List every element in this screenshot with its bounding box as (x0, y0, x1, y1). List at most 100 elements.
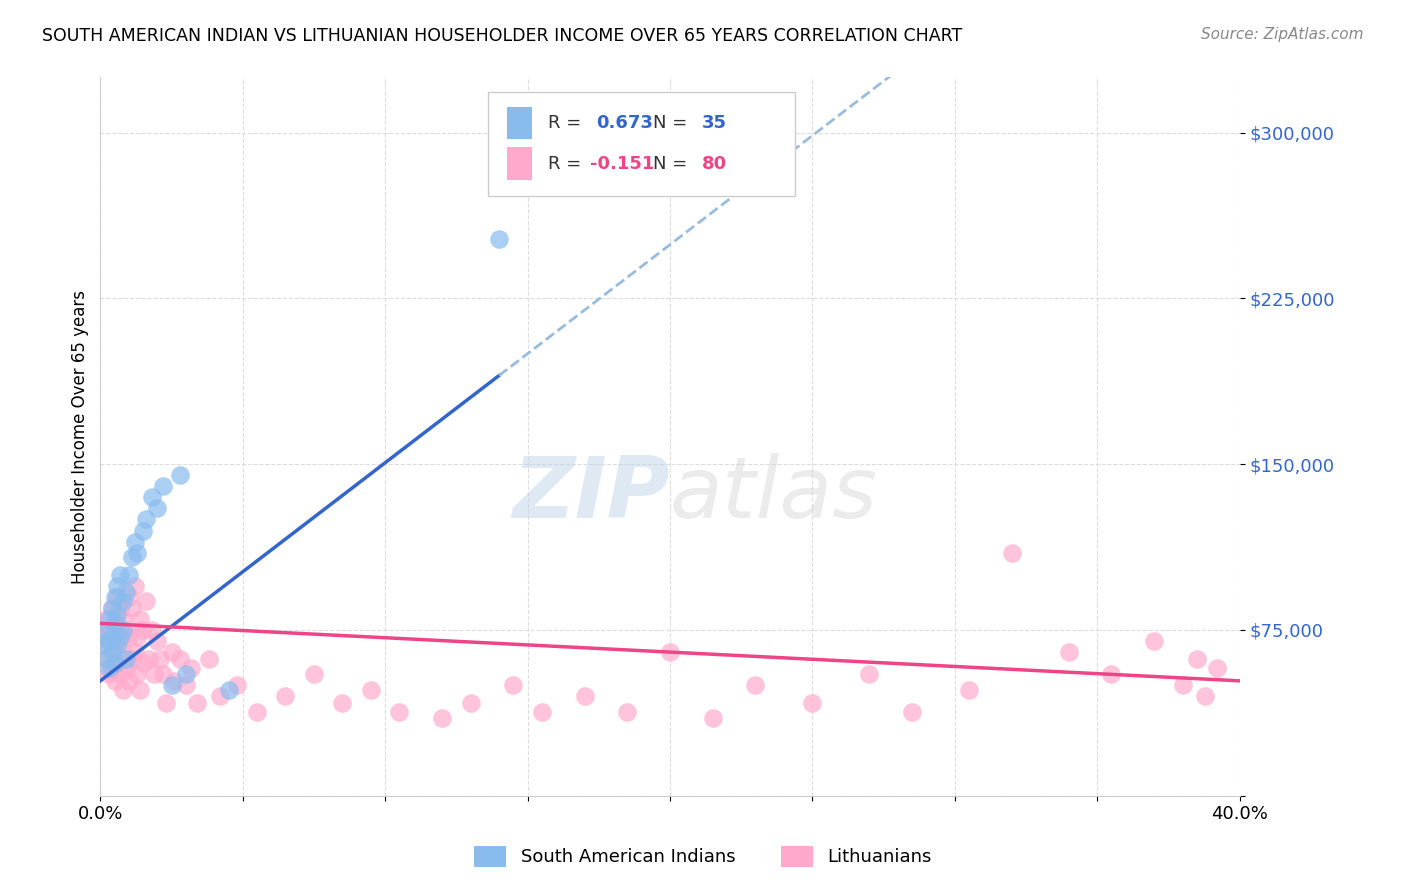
Point (1171, 678, 1194, 692)
Point (104, 616, 127, 631)
Point (118, 567, 141, 582)
Point (97, 634, 120, 648)
Point (218, 682, 240, 697)
Legend: South American Indians, Lithuanians: South American Indians, Lithuanians (467, 838, 939, 874)
Point (100, 634, 122, 648)
Point (858, 667, 880, 681)
Point (160, 678, 183, 692)
Point (104, 673, 127, 688)
Point (110, 567, 132, 582)
Point (138, 651, 160, 665)
Point (107, 639, 129, 653)
Point (107, 623, 129, 637)
Point (141, 623, 163, 637)
Point (97, 623, 120, 637)
Point (1057, 645, 1080, 659)
Point (163, 673, 186, 688)
Point (91, 639, 114, 653)
Text: -0.151: -0.151 (591, 154, 655, 173)
Point (302, 667, 325, 681)
Point (274, 690, 297, 704)
Point (1143, 634, 1166, 648)
Text: 35: 35 (702, 113, 727, 132)
Text: atlas: atlas (669, 452, 877, 535)
Point (155, 696, 177, 710)
Point (957, 682, 980, 697)
Point (107, 656, 129, 670)
Y-axis label: Householder Income Over 65 years: Householder Income Over 65 years (72, 290, 89, 583)
Text: N =: N = (652, 113, 693, 132)
Point (132, 524, 155, 538)
Point (135, 594, 157, 608)
Point (530, 705, 553, 719)
Point (112, 682, 135, 697)
Point (115, 651, 138, 665)
Point (115, 585, 138, 599)
Point (107, 607, 129, 622)
Point (94, 651, 117, 665)
Point (100, 600, 122, 615)
Point (118, 673, 141, 688)
Point (112, 612, 135, 626)
Point (127, 546, 149, 560)
Point (97, 660, 120, 674)
Point (388, 705, 411, 719)
Text: R =: R = (548, 113, 588, 132)
Point (127, 667, 149, 681)
Point (180, 660, 202, 674)
Point (169, 651, 191, 665)
Point (129, 612, 152, 626)
Point (1185, 651, 1208, 665)
Point (1099, 667, 1122, 681)
Point (460, 696, 482, 710)
Point (100, 600, 122, 615)
Point (115, 660, 138, 674)
Point (146, 501, 169, 516)
Point (129, 682, 152, 697)
Point (100, 630, 122, 644)
Point (132, 623, 155, 637)
Point (91, 630, 114, 644)
Text: N =: N = (652, 154, 693, 173)
Point (124, 645, 146, 659)
Point (110, 634, 132, 648)
Point (110, 600, 132, 615)
Point (107, 579, 129, 593)
Point (121, 550, 143, 565)
Point (107, 590, 129, 604)
Point (97, 639, 120, 653)
Point (574, 690, 596, 704)
Point (488, 232, 510, 246)
Point (104, 590, 127, 604)
Point (121, 651, 143, 665)
Point (110, 630, 132, 644)
Point (208, 690, 231, 704)
Point (127, 630, 149, 644)
Point (94, 612, 117, 626)
FancyBboxPatch shape (488, 92, 796, 196)
Point (104, 645, 127, 659)
Point (104, 656, 127, 670)
Point (174, 678, 197, 692)
Point (360, 682, 382, 697)
Point (118, 630, 141, 644)
Point (1205, 660, 1227, 674)
Text: 0.673: 0.673 (596, 113, 652, 132)
Text: ZIP: ZIP (512, 452, 669, 535)
Point (197, 651, 219, 665)
Point (658, 645, 681, 659)
Point (141, 491, 163, 505)
Point (744, 678, 766, 692)
Point (97, 612, 120, 626)
Point (97, 667, 120, 681)
Point (169, 468, 191, 483)
Text: R =: R = (548, 154, 588, 173)
Point (143, 667, 166, 681)
Point (112, 645, 135, 659)
Point (332, 696, 354, 710)
Point (94, 623, 117, 637)
Point (94, 651, 117, 665)
Point (502, 678, 524, 692)
Bar (508, 147, 531, 180)
Point (124, 534, 146, 549)
